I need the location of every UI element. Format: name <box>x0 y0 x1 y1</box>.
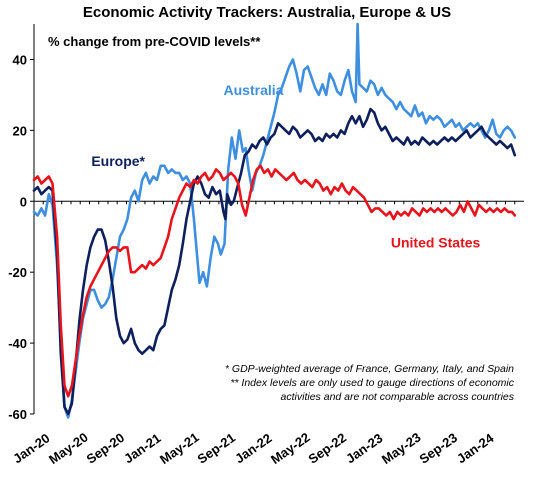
x-tick-label: Sep-21 <box>195 430 239 467</box>
x-tick-label: May-22 <box>268 430 313 468</box>
series-line-united-states <box>32 164 517 398</box>
y-tick-label: 40 <box>13 52 27 67</box>
x-tick-label: May-20 <box>46 430 91 468</box>
chart-subtitle: % change from pre-COVID levels** <box>48 34 261 49</box>
x-tick-label: May-23 <box>379 430 424 468</box>
series-line-europe <box>32 107 517 416</box>
chart-title: Economic Activity Trackers: Australia, E… <box>83 4 451 21</box>
series-label: Australia <box>224 82 284 98</box>
series-lines <box>32 22 517 419</box>
series-line-australia <box>32 22 517 419</box>
x-tick-label: Jan-22 <box>232 430 274 466</box>
x-tick-label: Jan-21 <box>121 430 163 466</box>
x-tick-label: Jan-24 <box>454 430 497 466</box>
y-tick-label: -20 <box>8 265 27 280</box>
x-tick-label: Jan-20 <box>10 430 52 466</box>
footnote-line: activities and are not comparable across… <box>281 391 515 403</box>
series-label: Europe* <box>91 153 145 169</box>
x-tick-label: Sep-23 <box>416 430 460 467</box>
y-tick-label: -40 <box>8 336 27 351</box>
x-tick-label: Sep-22 <box>306 430 350 467</box>
footnote-line: ** Index levels are only used to gauge d… <box>230 377 514 389</box>
x-tick-label: Sep-20 <box>84 430 128 467</box>
y-tick-label: 0 <box>20 194 27 209</box>
series-labels: Australia Europe* United States <box>91 82 480 250</box>
footnote-line: * GDP-weighted average of France, German… <box>225 363 514 375</box>
x-tick-label: Jan-23 <box>343 430 385 466</box>
x-tick-label: May-21 <box>157 430 202 468</box>
footnotes: * GDP-weighted average of France, German… <box>225 363 515 403</box>
y-tick-label: 20 <box>13 123 27 138</box>
series-label: United States <box>391 234 481 250</box>
y-tick-label: -60 <box>8 407 27 422</box>
